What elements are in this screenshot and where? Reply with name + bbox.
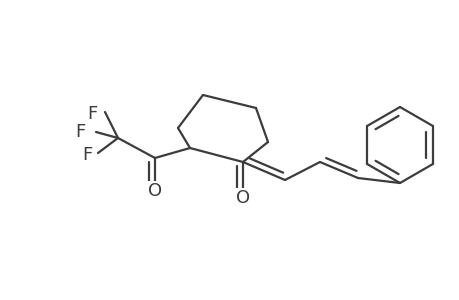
Text: F: F [88,105,98,123]
Text: O: O [235,189,250,207]
Text: O: O [148,182,162,200]
Text: F: F [83,146,93,164]
Text: F: F [76,123,86,141]
